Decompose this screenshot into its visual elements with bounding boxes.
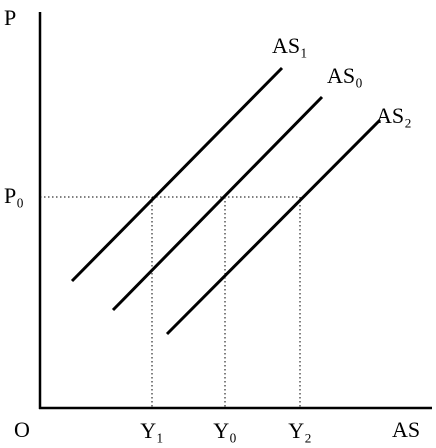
curve-label: AS₁ [272,33,308,58]
output-label: Y₂ [288,418,312,443]
y-axis-label: P [4,5,16,30]
curve-label: AS₂ [376,103,412,128]
x-axis-label: AS [392,417,420,442]
as2-curve [165,118,382,336]
origin-label: O [14,417,30,442]
output-label: Y₁ [140,418,164,443]
price-level-label: P₀ [4,183,24,208]
output-label: Y₀ [213,418,237,443]
as0-curve [111,95,324,312]
curve-label: AS₀ [327,63,363,88]
as1-curve [70,66,284,283]
